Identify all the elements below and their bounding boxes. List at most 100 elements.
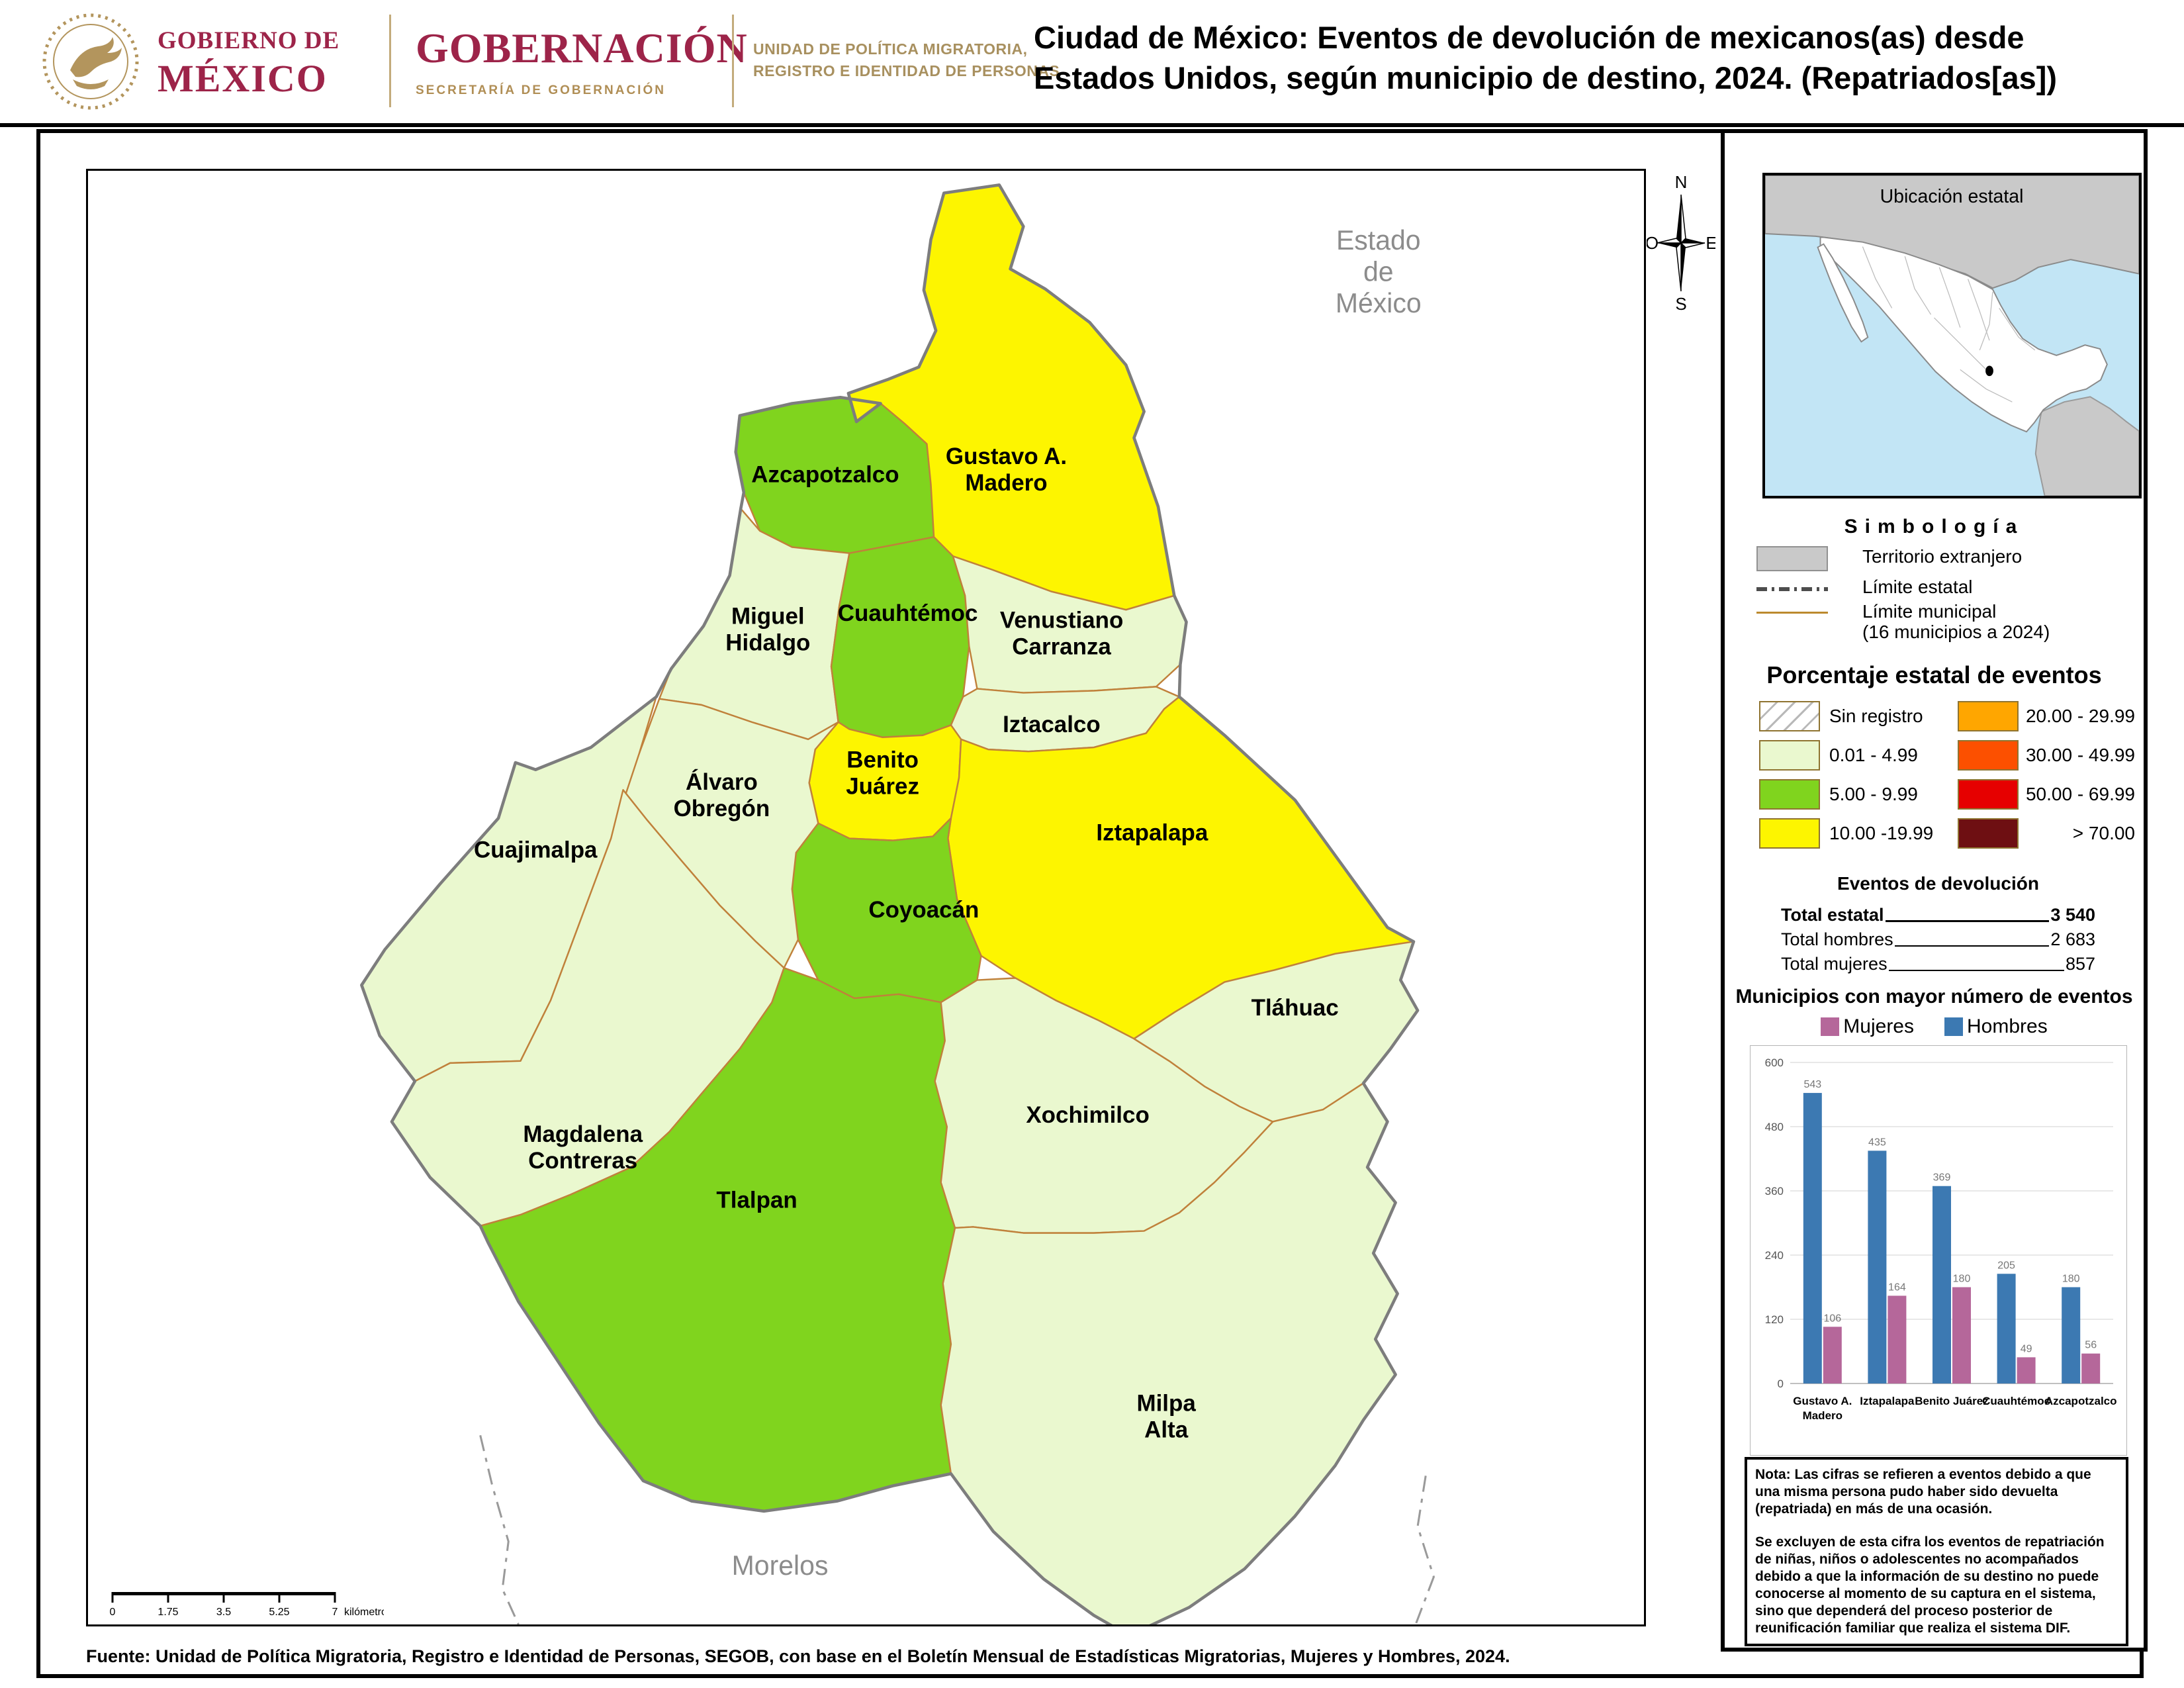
bar-value-label: 56 [2085,1340,2097,1351]
porcentaje-class-item: > 70.00 [1958,818,2135,850]
compass-rose-icon: N E S O [1647,173,1715,314]
class-swatch-green [1759,779,1820,810]
class-swatch-dark_red [1958,818,2019,849]
eventos-title: Eventos de devolución [1837,873,2039,894]
side-panel: Ubicación estatal Simbología Territorio … [1721,129,2148,1652]
eventos-row-value: 2 683 [2050,929,2095,949]
porcentaje-class-item: 0.01 - 4.99 [1759,740,1951,772]
map-frame: Azcapotzalco Gustavo A. Madero Miguel Hidalg… [86,169,1646,1638]
eventos-row-value: 857 [2065,954,2095,974]
simbologia-item: Límite estatal [1756,577,2127,603]
bar-mujeres-2 [1952,1287,1971,1383]
bar-hombres-3 [1997,1274,2016,1383]
bar-value-label: 205 [1997,1260,2015,1271]
eventos-row-label: Total hombres [1781,929,1893,949]
eventos-row: Total mujeres 857 [1781,950,2095,974]
x-axis-category-label: Azcapotzalco [2045,1395,2117,1407]
bar-chart: 0 120 240 360 480 600 543 106 Gustavo A. Madero 43… [1750,1045,2127,1456]
bar-value-label: 180 [1953,1274,1971,1285]
bar-mujeres-0 [1823,1327,1842,1383]
legend-item-mujeres: Mujeres [1821,1015,1914,1038]
municipality-label: Cuauhtémoc [838,600,978,626]
simbologia-item: Límite municipal [1756,601,2127,628]
simbologia-item-label: Límite municipal [1862,601,1997,622]
title-line1: Ciudad de México: Eventos de devolución … [1034,20,2025,55]
bar-hombres-2 [1933,1186,1951,1383]
gobierno-line2: MÉXICO [158,57,328,100]
leader-line [1888,970,2064,971]
porcentaje-class-item: 5.00 - 9.99 [1759,779,1951,811]
chart-legend: Mujeres Hombres [1725,1015,2144,1038]
eventos-row-value: 3 540 [2050,905,2095,925]
bar-hombres-1 [1868,1150,1887,1383]
header-divider [389,15,391,107]
simbologia-item: (16 municipios a 2024) [1756,622,2127,648]
class-swatch-pale [1759,740,1820,771]
cdmx-outer-boundary [360,183,1420,1638]
municipality-label: Tláhuac [1251,995,1339,1021]
y-axis-tick-label: 0 [1778,1378,1784,1390]
porcentaje-class-item: Sin registro [1759,701,1951,733]
unidad-line2: REGISTRO E IDENTIDAD DE PERSONAS [753,62,1060,79]
scale-bar: 0 1.75 3.5 5.25 7 kilómetros [110,1592,384,1618]
foreign-legend-key [1756,546,1828,571]
class-swatch-red [1958,779,2019,810]
municipality-label: Gustavo A. Madero [946,444,1067,496]
compass-n-label: N [1675,173,1688,192]
eventos-row-label: Total mujeres [1781,954,1888,974]
secretaria-subtitle: SECRETARÍA DE GOBERNACIÓN [416,83,666,97]
compass-e-label: E [1706,233,1715,253]
class-swatch-hatch [1759,701,1820,731]
scale-tick-label: 1.75 [158,1607,178,1618]
bar-value-label: 180 [2062,1274,2080,1285]
nota-paragraph-1: Nota: Las cifras se refieren a eventos d… [1755,1467,2091,1517]
municipality-label: Xochimilco [1026,1102,1149,1128]
class-range-label: 30.00 - 49.99 [2025,745,2135,765]
x-axis-category-label: Benito Juárez [1915,1395,1988,1407]
municipality-label: Venustiano Carranza [1000,608,1123,660]
municipality-label: Miguel Hidalgo [725,604,810,656]
scale-tick-label: 5.25 [269,1607,289,1618]
municipality-label: Iztapalapa [1096,820,1208,846]
inset-mexico-landmass [1819,236,2108,433]
legend-label: Hombres [1967,1015,2048,1037]
porcentaje-class-item: 20.00 - 29.99 [1958,701,2135,733]
leader-line [1885,920,2050,922]
simbologia-item-label: Límite estatal [1862,577,1973,597]
x-axis-category-label: Cuauhtémoc [1982,1395,2050,1407]
municipality-label: Milpa Alta [1136,1390,1196,1442]
ubicacion-estatal-inset: Ubicación estatal [1762,173,2142,498]
unidad-line1: UNIDAD DE POLÍTICA MIGRATORIA, [753,40,1028,58]
class-range-label: 20.00 - 29.99 [2025,706,2135,726]
municipality-label: Benito Juárez [846,747,919,800]
simbologia-title: Simbología [1844,516,2025,538]
class-range-label: 0.01 - 4.99 [1829,745,1918,765]
municipality-cuauhtemoc [830,536,970,739]
line-legend-key [1756,612,1828,614]
cdmx-municipalities-map: Azcapotzalco Gustavo A. Madero Miguel Hidalg… [360,183,1435,1638]
source-note: Fuente: Unidad de Política Migratoria, R… [86,1646,1510,1666]
municipality-label: Tlalpan [716,1187,797,1213]
x-axis-category-label: Gustavo A. Madero [1793,1395,1852,1422]
inset-state-borders [1862,246,2036,402]
porcentaje-class-item: 50.00 - 69.99 [1958,779,2135,811]
bar-hombres-4 [2062,1287,2081,1383]
class-swatch-yellow [1759,818,1820,849]
legend-swatch [1944,1017,1963,1036]
municipality-label: Álvaro Obregón [674,769,770,821]
bar-value-label: 49 [2021,1343,2032,1354]
eventos-row: Total hombres 2 683 [1781,925,2095,950]
scale-tick [278,1592,281,1603]
scale-tick-label: 7 [332,1607,338,1618]
porcentaje-class-item: 30.00 - 49.99 [1958,740,2135,772]
inset-guatemala-territory [2034,396,2139,496]
bar-mujeres-4 [2081,1353,2101,1383]
page-title: Ciudad de México: Eventos de devolución … [1034,17,2057,98]
class-range-label: > 70.00 [2072,823,2135,843]
bar-value-label: 543 [1803,1079,1821,1090]
gobierno-de-mexico-logo: GOBIERNO DE MÉXICO [158,26,340,101]
porcentaje-title: Porcentaje estatal de eventos [1766,661,2102,688]
simbologia-item: Territorio extranjero [1756,546,2127,573]
class-range-label: Sin registro [1829,706,1923,726]
